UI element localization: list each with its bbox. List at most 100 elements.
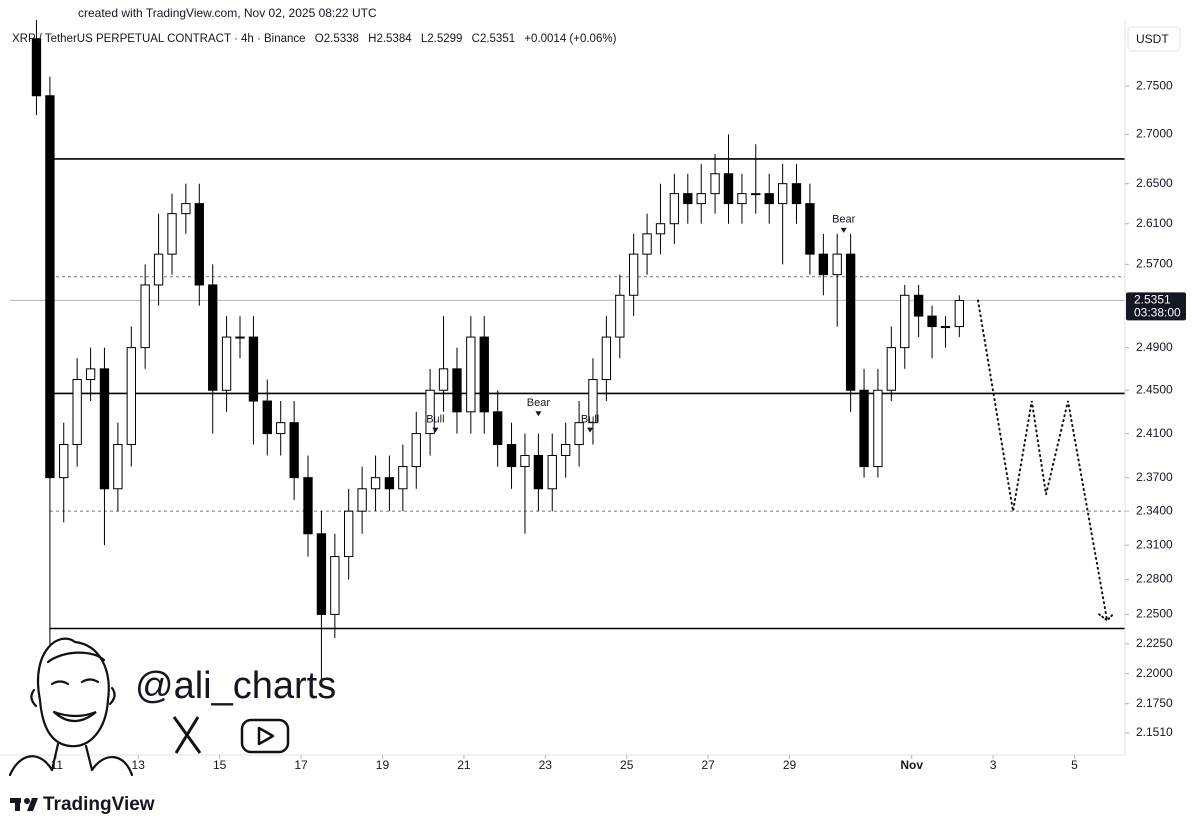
candle-body bbox=[330, 556, 340, 615]
ohlc-label: C bbox=[472, 33, 480, 45]
candle-body bbox=[303, 477, 313, 535]
candle-body bbox=[126, 347, 136, 446]
signal-marker bbox=[535, 411, 542, 417]
x-tick-label: 23 bbox=[539, 758, 553, 772]
x-tick-label: Nov bbox=[900, 758, 923, 772]
y-tick-label: 2.4900 bbox=[1136, 340, 1173, 354]
ohlc-label: O bbox=[315, 33, 324, 45]
x-logo[interactable] bbox=[172, 716, 202, 754]
candle-body bbox=[723, 173, 734, 205]
candle-body bbox=[262, 400, 272, 435]
candle-body bbox=[208, 284, 218, 391]
watermark: created with TradingView.com, Nov 02, 20… bbox=[78, 6, 377, 20]
candle-body bbox=[140, 284, 150, 349]
candle-body bbox=[805, 203, 815, 255]
candle-body bbox=[927, 315, 937, 328]
x-tick-label: 21 bbox=[457, 758, 471, 772]
candle-body bbox=[235, 336, 245, 339]
candle-body bbox=[561, 444, 571, 457]
y-tick-label: 2.6100 bbox=[1136, 216, 1173, 230]
y-tick-label: 2.1750 bbox=[1136, 696, 1173, 710]
change: +0.0014 (+0.06%) bbox=[524, 33, 616, 45]
candle-body bbox=[194, 203, 204, 286]
candle-body bbox=[696, 193, 706, 205]
candle-body bbox=[370, 477, 381, 490]
currency-box[interactable] bbox=[1127, 26, 1181, 52]
candle-body bbox=[628, 253, 639, 296]
symbol: XRP / TetherUS PERPETUAL CONTRACT · 4h ·… bbox=[12, 33, 306, 45]
candle-body bbox=[493, 411, 503, 446]
candle-body bbox=[113, 444, 123, 490]
candle-body bbox=[398, 466, 408, 490]
candle-body bbox=[438, 368, 449, 391]
ohlc-value: 2.5384 bbox=[376, 33, 412, 45]
candle-body bbox=[181, 203, 191, 215]
candle-body bbox=[845, 253, 856, 391]
last-price-tag bbox=[1126, 292, 1186, 321]
signal-marker bbox=[840, 227, 847, 233]
candle-body bbox=[873, 389, 883, 468]
last-price-label: 2.5351 bbox=[1134, 293, 1171, 307]
x-tick-label: 29 bbox=[783, 758, 797, 772]
candle-body bbox=[276, 422, 286, 435]
candle-body bbox=[900, 294, 910, 349]
candle-body bbox=[45, 95, 55, 479]
candle-body bbox=[221, 336, 232, 391]
candle-body bbox=[859, 389, 869, 468]
candle-body bbox=[818, 253, 829, 276]
candle-body bbox=[940, 326, 951, 329]
candle-body bbox=[479, 336, 489, 413]
candle-body bbox=[588, 379, 598, 424]
candle-body bbox=[357, 488, 367, 512]
candle-body bbox=[669, 193, 680, 225]
bar-countdown: 03:38:00 bbox=[1134, 306, 1181, 320]
x-tick-label: 19 bbox=[376, 758, 390, 772]
x-tick-label: 27 bbox=[701, 758, 715, 772]
candle-body bbox=[886, 347, 896, 391]
y-tick-label: 2.2500 bbox=[1136, 607, 1173, 621]
tradingview-logo: TradingView bbox=[43, 794, 155, 815]
y-tick-label: 2.2000 bbox=[1136, 666, 1173, 680]
candle-body bbox=[384, 477, 395, 490]
candle-body bbox=[547, 455, 557, 490]
y-tick-label: 2.4500 bbox=[1136, 382, 1173, 396]
youtube-logo[interactable] bbox=[240, 718, 290, 754]
candle-body bbox=[642, 233, 652, 255]
ohlc-label: H bbox=[368, 33, 376, 45]
candle-body bbox=[520, 455, 530, 468]
y-tick-label: 2.1510 bbox=[1136, 725, 1173, 739]
y-tick-label: 2.5700 bbox=[1136, 257, 1173, 271]
tradingview-logo-mark bbox=[10, 798, 38, 811]
y-tick-label: 2.2250 bbox=[1136, 636, 1173, 650]
x-tick-label: 25 bbox=[620, 758, 634, 772]
signal-label: Bear bbox=[527, 397, 551, 409]
candle-body bbox=[153, 253, 164, 286]
ohlc-value: 2.5338 bbox=[324, 33, 359, 45]
candle-body bbox=[832, 253, 842, 276]
x-tick-label: 13 bbox=[132, 758, 146, 772]
candle-body bbox=[601, 336, 612, 381]
candle-body bbox=[466, 336, 476, 413]
candle-body bbox=[791, 183, 802, 205]
candle-body bbox=[533, 455, 544, 490]
candle-body bbox=[31, 38, 42, 97]
candle-body bbox=[425, 389, 435, 435]
candle-body bbox=[913, 294, 924, 317]
y-tick-label: 2.2800 bbox=[1136, 572, 1173, 586]
x-tick-label: 17 bbox=[294, 758, 308, 772]
ohlc-value: 2.5351 bbox=[480, 33, 515, 45]
candle-body bbox=[751, 193, 761, 196]
candle-body bbox=[737, 193, 747, 205]
candle-body bbox=[777, 183, 788, 205]
y-tick-label: 2.4100 bbox=[1136, 426, 1173, 440]
x-tick-label: 11 bbox=[51, 758, 64, 772]
candle-body bbox=[411, 433, 421, 468]
y-tick-label: 2.3400 bbox=[1136, 503, 1173, 517]
handle: @ali_charts bbox=[135, 665, 336, 707]
candle-body bbox=[452, 368, 462, 413]
plot-area: Bull Bear Bull Bear bbox=[10, 20, 1125, 735]
projection-arrowhead bbox=[1098, 612, 1116, 622]
y-tick-label: 2.3100 bbox=[1136, 537, 1173, 551]
candle-body bbox=[344, 510, 354, 558]
candle-body bbox=[506, 444, 517, 468]
